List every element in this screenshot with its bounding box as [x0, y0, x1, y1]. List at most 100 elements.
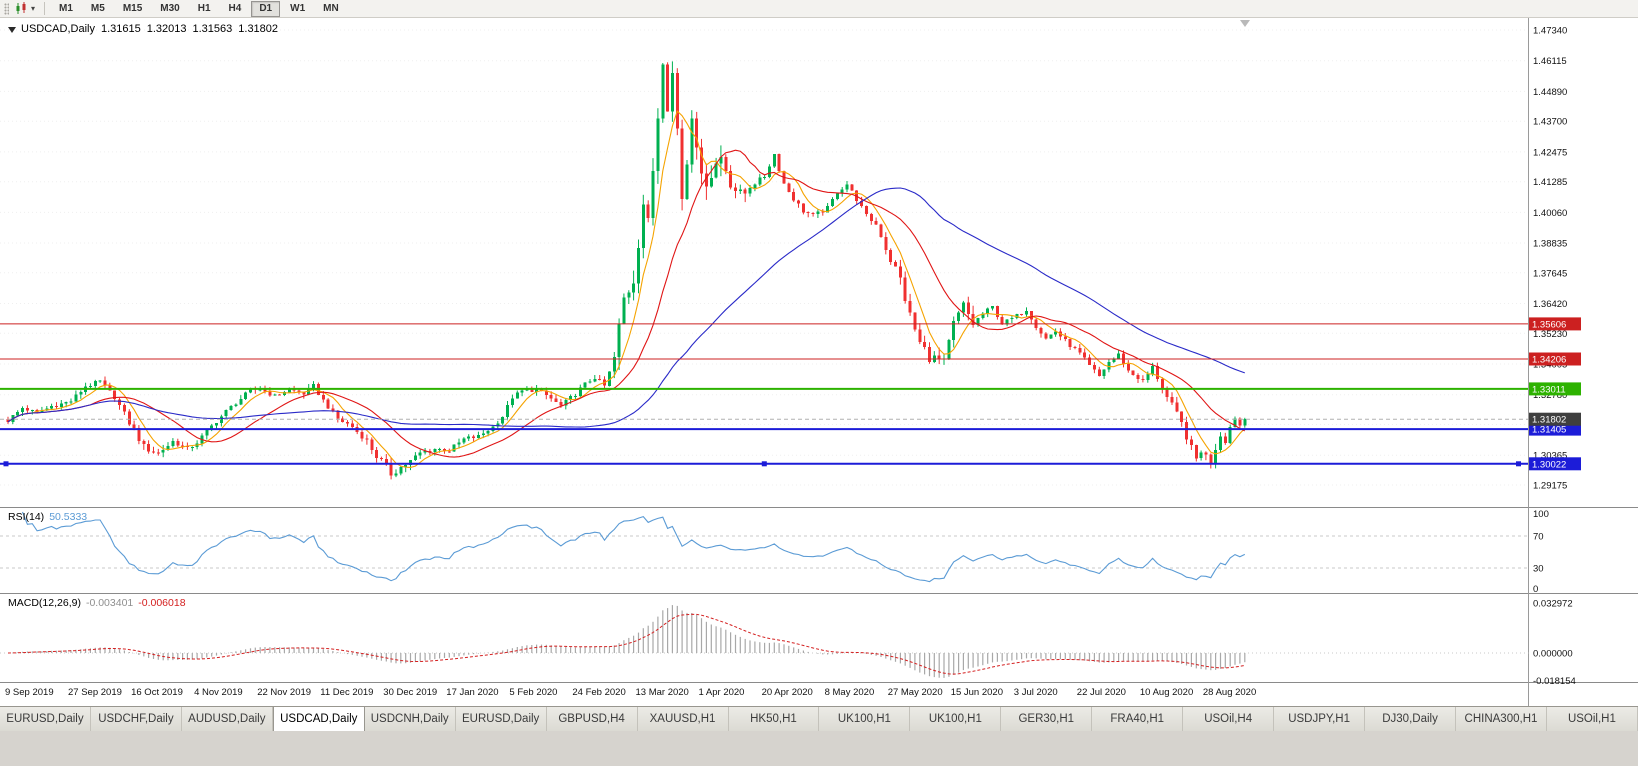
- candlestick-chart-icon[interactable]: [14, 2, 30, 16]
- candle-body: [821, 211, 825, 213]
- chart-tab-usdcnh-daily[interactable]: USDCNH,Daily: [364, 707, 456, 731]
- candle-body: [268, 391, 272, 396]
- candle-body: [1107, 362, 1111, 370]
- candle-body: [341, 418, 345, 422]
- level-line-handle[interactable]: [761, 461, 767, 467]
- candle-body: [709, 177, 713, 187]
- candle-body: [40, 410, 44, 412]
- timeframe-button-h4[interactable]: H4: [228, 2, 242, 14]
- chart-tab-usdjpy-h1[interactable]: USDJPY,H1: [1274, 707, 1366, 731]
- chart-tab-audusd-daily[interactable]: AUDUSD,Daily: [181, 707, 273, 731]
- candle-body: [447, 451, 451, 453]
- candle-body: [685, 164, 689, 199]
- chart-tab-usdcad-daily[interactable]: USDCAD,Daily: [272, 707, 365, 731]
- timeframe-button-m1[interactable]: M1: [59, 2, 73, 14]
- chart-type-dropdown-icon[interactable]: ▾: [31, 4, 36, 13]
- candle-body: [433, 449, 437, 452]
- chart-tab-usoil-h4[interactable]: USOil,H4: [1183, 707, 1275, 731]
- candle-body: [1180, 411, 1184, 422]
- candle-body: [176, 441, 180, 446]
- chart-tab-eurusd-daily[interactable]: EURUSD,Daily: [455, 707, 547, 731]
- candle-body: [1151, 366, 1155, 374]
- candle-body: [438, 448, 442, 450]
- timeframe-button-mn[interactable]: MN: [323, 2, 339, 14]
- candle-body: [1243, 419, 1247, 426]
- moving-average-6-line: [7, 110, 1246, 468]
- chart-tab-dj30-daily[interactable]: DJ30,Daily: [1365, 707, 1456, 731]
- candle-body: [1141, 379, 1145, 381]
- chart-tab-fra40-h1[interactable]: FRA40,H1: [1092, 707, 1184, 731]
- candle-body: [1189, 439, 1193, 445]
- candle-body: [360, 431, 364, 439]
- candle-body: [777, 154, 781, 171]
- candle-body: [544, 390, 548, 396]
- candle-body: [1185, 421, 1188, 440]
- level-line-handle[interactable]: [1516, 461, 1521, 467]
- price-level-label-box: [1529, 317, 1581, 331]
- timeframe-button-w1[interactable]: W1: [290, 2, 306, 14]
- chart-tab-usoil-h1[interactable]: USOil,H1: [1546, 707, 1638, 731]
- time-axis[interactable]: [0, 683, 1529, 706]
- timeframe-button-d1[interactable]: D1: [251, 0, 281, 17]
- candle-body: [573, 395, 577, 397]
- candle-body: [278, 394, 282, 396]
- candle-body: [763, 177, 767, 178]
- time-axis-label: 22 Nov 2019: [257, 687, 311, 698]
- candle-body: [961, 302, 965, 313]
- candle-body: [1238, 418, 1242, 426]
- timeframe-button-h1[interactable]: H1: [197, 2, 211, 14]
- candle-body: [767, 166, 771, 178]
- candle-body: [995, 306, 999, 317]
- candle-body: [792, 191, 796, 201]
- candle-body: [1005, 319, 1009, 325]
- candle-body: [719, 157, 723, 164]
- candle-body: [370, 439, 374, 450]
- candle-body: [729, 171, 733, 188]
- candle-body: [190, 446, 194, 448]
- candle-body: [535, 388, 539, 392]
- candle-body: [108, 385, 112, 391]
- candle-body: [1214, 449, 1218, 464]
- timeframe-button-m15[interactable]: M15: [122, 2, 143, 14]
- timeframe-button-m30[interactable]: M30: [160, 2, 180, 14]
- chart-plot-area[interactable]: [0, 18, 1638, 706]
- chart-tab-ger30-h1[interactable]: GER30,H1: [1001, 707, 1093, 731]
- chart-tab-usdchf-daily[interactable]: USDCHF,Daily: [90, 707, 182, 731]
- price-axis-tick: 1.38835: [1533, 239, 1567, 250]
- time-axis-label: 27 May 2020: [888, 687, 943, 698]
- chart-tab-gbpusd-h4[interactable]: GBPUSD,H4: [546, 707, 638, 731]
- level-line-handle[interactable]: [3, 461, 9, 467]
- price-axis[interactable]: [1529, 18, 1638, 706]
- candle-body: [156, 452, 160, 454]
- chart-shift-marker[interactable]: [1240, 20, 1250, 27]
- chart-tab-uk100-h1[interactable]: UK100,H1: [910, 707, 1002, 731]
- time-axis-label: 20 Apr 2020: [762, 687, 813, 698]
- toolbar-drag-handle[interactable]: [4, 2, 9, 15]
- candle-body: [864, 206, 868, 214]
- moving-average-18-line: [7, 149, 1246, 458]
- candle-body: [700, 147, 703, 174]
- candle-body: [666, 64, 670, 112]
- chart-tab-xauusd-h1[interactable]: XAUUSD,H1: [637, 707, 729, 731]
- time-axis-label: 4 Nov 2019: [194, 687, 243, 698]
- candle-body: [845, 184, 849, 190]
- chart-tab-hk50-h1[interactable]: HK50,H1: [728, 707, 820, 731]
- candle-body: [918, 329, 922, 343]
- candle-body: [428, 451, 432, 453]
- candle-body: [297, 390, 301, 393]
- chart-tab-eurusd-daily[interactable]: EURUSD,Daily: [0, 707, 91, 731]
- candle-body: [21, 408, 24, 412]
- time-axis-label: 28 Aug 2020: [1203, 687, 1256, 698]
- candle-body: [593, 378, 597, 382]
- candle-body: [1194, 445, 1198, 459]
- candle-body: [496, 423, 500, 427]
- candle-body: [132, 424, 136, 428]
- chart-canvas[interactable]: 1.47340 1.46115 1.44890 1.43700 1.42475 1.412…: [0, 18, 1638, 706]
- chart-tab-uk100-h1[interactable]: UK100,H1: [819, 707, 911, 731]
- candle-body: [93, 381, 97, 386]
- timeframe-button-m5[interactable]: M5: [90, 2, 105, 14]
- chart-tab-china300-h1[interactable]: CHINA300,H1: [1456, 707, 1547, 731]
- candle-body: [966, 302, 970, 314]
- time-axis-label: 30 Dec 2019: [383, 687, 437, 698]
- candle-body: [554, 398, 558, 402]
